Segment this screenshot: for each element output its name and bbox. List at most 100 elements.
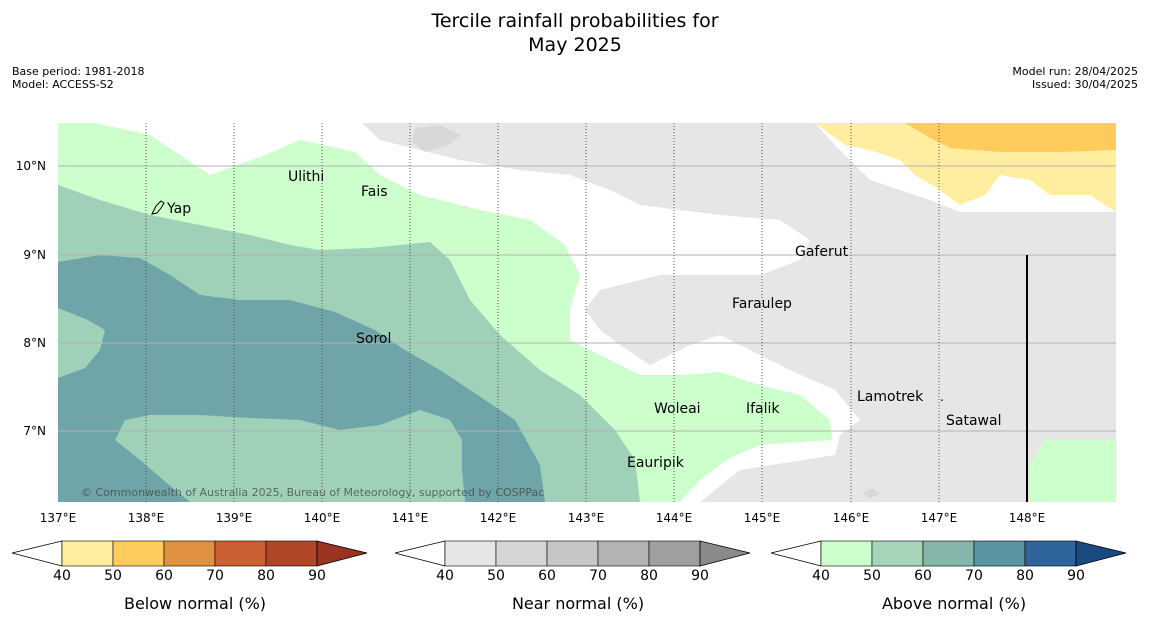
above-colorbar-high-extension — [1075, 540, 1127, 567]
below-colorbar-bin-50 — [112, 540, 165, 567]
base-period: Base period: 1981-2018 — [12, 65, 145, 78]
near-colorbar-tick-50: 50 — [487, 568, 505, 584]
near-legend-title: Near normal (%) — [511, 594, 645, 613]
lon-label-141E: 141°E — [392, 511, 429, 525]
below-colorbar — [11, 540, 368, 567]
lon-label-144E: 144°E — [656, 511, 693, 525]
lon-labels: 137°E 138°E 139°E 140°E 141°E 142°E 143°… — [40, 511, 1046, 525]
lon-label-145E: 145°E — [744, 511, 781, 525]
lat-labels: 10°N 9°N 8°N 7°N — [16, 159, 46, 438]
above-colorbar-bin-80 — [1024, 540, 1077, 567]
place-label-ifalik: Ifalik — [746, 401, 780, 417]
near-colorbar-tick-70: 70 — [589, 568, 607, 584]
below-colorbar-bin-60 — [163, 540, 216, 567]
place-label-sorol: Sorol — [356, 331, 391, 347]
meta-left: Base period: 1981-2018 Model: ACCESS-S2 — [12, 65, 144, 91]
below-colorbar-tick-90: 90 — [308, 568, 326, 584]
lon-label-147E: 147°E — [921, 511, 958, 525]
model-name: Model: ACCESS-S2 — [12, 78, 114, 91]
place-label-faraulep: Faraulep — [732, 296, 792, 312]
place-label-fais: Fais — [361, 184, 388, 200]
near-colorbar-tick-80: 80 — [640, 568, 658, 584]
near-colorbar-high-extension — [699, 540, 751, 567]
above-colorbar-tick-50: 50 — [863, 568, 881, 584]
lon-label-148E: 148°E — [1009, 511, 1046, 525]
near-colorbar-tick-40: 40 — [436, 568, 454, 584]
lat-label-9N: 9°N — [23, 248, 46, 262]
below-colorbar-bin-40 — [61, 540, 114, 567]
above-colorbar-tick-60: 60 — [914, 568, 932, 584]
near-normal-50-patch-2 — [862, 488, 880, 498]
place-label-eauripik: Eauripik — [627, 455, 685, 471]
below-colorbar-low-extension — [11, 540, 63, 567]
below-legend-title: Below normal (%) — [123, 594, 267, 613]
lon-gridlines — [145, 123, 940, 502]
meta-right: Model run: 28/04/2025 Issued: 30/04/2025 — [1012, 65, 1138, 91]
near-colorbar-tick-60: 60 — [538, 568, 556, 584]
above-normal-60-region — [58, 255, 545, 502]
lat-label-8N: 8°N — [23, 336, 46, 350]
above-colorbar-tick-70: 70 — [965, 568, 983, 584]
title-line-1: Tercile rainfall probabilities for — [431, 10, 719, 32]
place-label-satawal: Satawal — [946, 413, 1001, 429]
place-labels: Yap Ulithi Fais Gaferut Faraulep Sorol L… — [166, 169, 1001, 471]
near-colorbar-bin-60 — [546, 540, 599, 567]
above-colorbar-tick-40: 40 — [812, 568, 830, 584]
white-band — [362, 123, 845, 502]
near-colorbar — [394, 540, 751, 567]
lon-label-146E: 146°E — [833, 511, 870, 525]
yap-island-outline — [151, 200, 165, 215]
below-normal-50-region — [905, 123, 1116, 152]
above-colorbar-low-extension — [770, 540, 822, 567]
title-line-2: May 2025 — [528, 34, 622, 56]
above-colorbar-tick-90: 90 — [1067, 568, 1085, 584]
above-legend-title: Above normal (%) — [881, 594, 1027, 613]
below-colorbar-tick-60: 60 — [155, 568, 173, 584]
near-colorbar-tick-90: 90 — [691, 568, 709, 584]
above-colorbar-bin-70 — [973, 540, 1026, 567]
model-run: Model run: 28/04/2025 — [1012, 65, 1138, 78]
place-label-woleai: Woleai — [654, 401, 701, 417]
above-normal-40-se-patch — [1030, 440, 1116, 502]
near-colorbar-bin-40 — [444, 540, 497, 567]
below-colorbar-tick-40: 40 — [53, 568, 71, 584]
above-colorbar-bin-60 — [922, 540, 975, 567]
place-label-lamotrek: Lamotrek — [857, 389, 924, 405]
map-title: Tercile rainfall probabilities for May 2… — [0, 9, 1150, 57]
place-label-ulithi: Ulithi — [288, 169, 324, 185]
map-fields — [58, 123, 1116, 502]
near-colorbar-low-extension — [394, 540, 446, 567]
lon-label-143E: 143°E — [568, 511, 605, 525]
above-colorbar-tick-80: 80 — [1016, 568, 1034, 584]
issued-date: Issued: 30/04/2025 — [1031, 78, 1138, 91]
legend-near-normal: 40 50 60 70 80 90 Near normal (%) — [393, 538, 763, 628]
near-colorbar-bin-50 — [495, 540, 548, 567]
lon-label-142E: 142°E — [480, 511, 517, 525]
lon-label-140E: 140°E — [304, 511, 341, 525]
near-colorbar-bin-70 — [597, 540, 650, 567]
below-colorbar-bin-80 — [265, 540, 318, 567]
near-colorbar-bin-80 — [648, 540, 701, 567]
legend-above-normal: 40 50 60 70 80 90 Above normal (%) — [769, 538, 1139, 628]
place-label-gaferut: Gaferut — [795, 244, 849, 260]
lat-label-7N: 7°N — [23, 424, 46, 438]
island-marker-dot: . — [940, 390, 944, 404]
near-normal-region — [362, 123, 1116, 502]
lon-label-137E: 137°E — [40, 511, 77, 525]
lon-label-138E: 138°E — [128, 511, 165, 525]
near-normal-50-patch — [412, 125, 460, 152]
lon-label-139E: 139°E — [216, 511, 253, 525]
above-colorbar — [770, 540, 1127, 567]
below-colorbar-tick-70: 70 — [206, 568, 224, 584]
below-colorbar-tick-80: 80 — [257, 568, 275, 584]
copyright-text: © Commonwealth of Australia 2025, Bureau… — [81, 486, 544, 499]
lat-label-10N: 10°N — [16, 159, 46, 173]
above-colorbar-bin-40 — [820, 540, 873, 567]
below-colorbar-bin-70 — [214, 540, 267, 567]
above-colorbar-bin-50 — [871, 540, 924, 567]
below-colorbar-tick-50: 50 — [104, 568, 122, 584]
below-colorbar-high-extension — [316, 540, 368, 567]
legend-below-normal: 40 50 60 70 80 90 Below normal (%) — [10, 538, 380, 628]
place-label-yap: Yap — [166, 201, 191, 217]
